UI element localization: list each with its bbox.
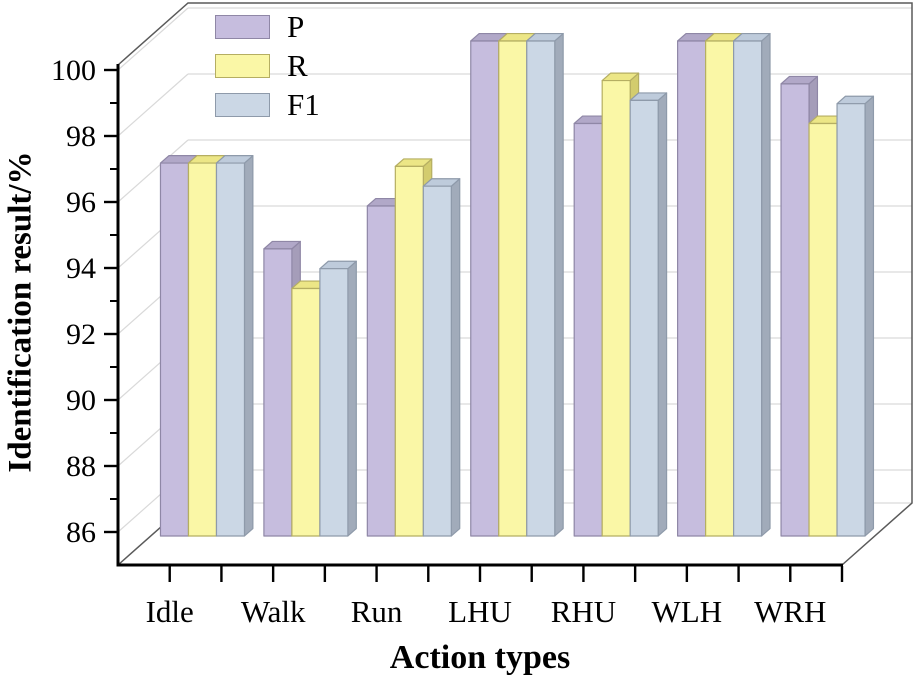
bar-front-face <box>573 122 603 537</box>
bar-front-face <box>526 40 556 537</box>
x-ticks <box>168 566 844 582</box>
legend-item-f1: F1 <box>215 87 320 122</box>
bar-front-face <box>159 162 190 537</box>
bar-side-face <box>347 260 357 537</box>
y-ticks <box>104 68 117 534</box>
y-tick-label-98: 98 <box>66 120 96 153</box>
y-tick-label-92: 92 <box>66 318 96 351</box>
bar-front-face <box>366 205 396 537</box>
x-label-WLH: WLH <box>652 594 723 629</box>
bars <box>159 32 875 537</box>
bar-side-face <box>243 155 254 537</box>
y-tick-label-94: 94 <box>66 252 96 285</box>
bar-RHU-F1 <box>629 92 668 537</box>
bar-front-face <box>263 248 293 537</box>
bar-LHU-F1 <box>526 32 564 537</box>
y-axis-title-text: Identification result/% <box>2 151 39 473</box>
bar-side-face <box>864 95 875 537</box>
bar-front-face <box>601 79 631 537</box>
bar-front-face <box>733 40 763 537</box>
bar-RHU-P <box>573 115 612 537</box>
bar-side-face <box>761 32 771 537</box>
y-tick-label-90: 90 <box>66 384 96 417</box>
bar-front-face <box>215 162 246 537</box>
axes <box>116 64 843 567</box>
y-tick-labels: 86 88 90 92 94 96 98 100 <box>51 54 96 549</box>
legend-label-r: R <box>287 48 308 83</box>
bar-front-face <box>319 268 349 537</box>
bar-Walk-F1 <box>319 260 357 537</box>
x-label-LHU: LHU <box>448 594 512 629</box>
bar-WRH-F1 <box>836 95 875 537</box>
x-label-Run: Run <box>351 594 403 629</box>
bar-Run-F1 <box>422 178 461 537</box>
y-tick-label-86: 86 <box>66 516 96 549</box>
bar-side-face <box>554 32 564 537</box>
bar-front-face <box>187 162 218 537</box>
bar-front-face <box>677 40 707 537</box>
x-label-WRH: WRH <box>754 594 826 629</box>
bar-front-face <box>291 287 321 537</box>
bar-front-face <box>470 40 500 537</box>
y-tick-label-88: 88 <box>66 450 96 483</box>
bar-front-face <box>498 40 528 537</box>
bar-front-face <box>808 122 838 537</box>
bar-side-face <box>657 92 668 537</box>
box-frame-back <box>117 2 913 566</box>
bar-front-face <box>780 83 810 537</box>
bar-WLH-F1 <box>733 32 771 537</box>
bar-Idle-F1 <box>215 155 254 537</box>
legend-swatch-f1 <box>215 92 270 117</box>
legend-swatch-p <box>215 14 270 39</box>
legend: P R F1 <box>215 9 320 122</box>
x-axis-title-text: Action types <box>389 639 571 676</box>
y-tick-label-96: 96 <box>66 186 96 219</box>
bar-front-face <box>836 103 866 537</box>
x-label-RHU: RHU <box>551 594 616 629</box>
legend-label-f1: F1 <box>287 87 320 122</box>
y-tick-label-100: 100 <box>51 54 96 87</box>
legend-item-r: R <box>215 48 320 83</box>
grid-leftwall-96 <box>117 139 189 203</box>
x-label-Walk: Walk <box>241 594 306 629</box>
x-label-Idle: Idle <box>146 594 194 629</box>
x-category-labels: Idle Walk Run LHU RHU WLH WRH <box>146 594 827 629</box>
bar-front-face <box>422 185 452 537</box>
grid-leftwall-98 <box>117 73 189 137</box>
bar-side-face <box>450 178 461 537</box>
grid-leftwall-100 <box>117 7 189 71</box>
bar-front-face <box>629 99 659 537</box>
legend-item-p: P <box>215 9 320 44</box>
legend-label-p: P <box>287 9 305 44</box>
legend-swatch-r <box>215 53 270 78</box>
bar-front-face <box>705 40 735 537</box>
bar-front-face <box>394 165 424 537</box>
